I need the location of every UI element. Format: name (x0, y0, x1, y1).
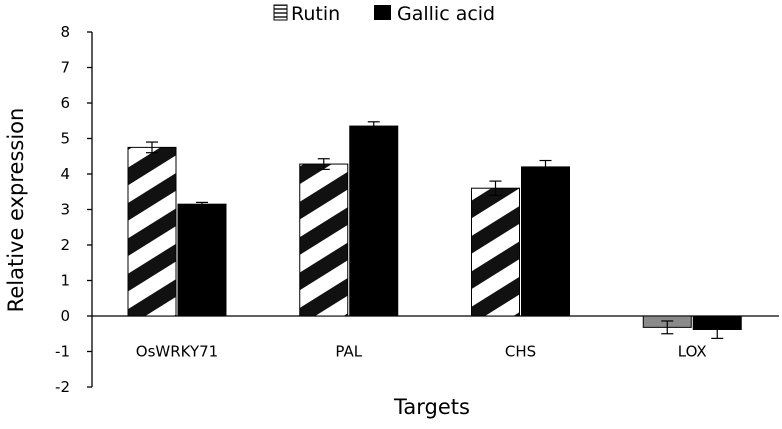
bars (127, 121, 742, 339)
bar-gallic-acid-oswrky71 (177, 203, 227, 317)
legend: Rutin Gallic acid (273, 3, 495, 25)
y-tick-label: 3 (60, 201, 70, 219)
category-label: PAL (335, 343, 362, 361)
y-tick-label: 4 (60, 165, 70, 183)
legend-swatch-gallic-acid (374, 5, 391, 20)
category-labels: OsWRKY71 PAL CHS LOX (136, 343, 707, 361)
category-label: LOX (678, 343, 707, 361)
y-tick-label: 2 (60, 236, 70, 254)
y-tick-label: 1 (60, 272, 70, 290)
bar-rutin-chs (471, 187, 520, 317)
y-axis-title: Relative expression (4, 108, 28, 313)
y-tick-label: 8 (60, 23, 70, 41)
bar-gallic-acid-chs (521, 166, 570, 317)
y-tick-label: 6 (60, 94, 70, 112)
y-tick-label: 5 (60, 130, 70, 148)
y-tick-label: -2 (55, 378, 70, 396)
y-tick-label: 7 (60, 59, 70, 77)
category-label: CHS (505, 343, 536, 361)
bar-rutin-pal (299, 163, 349, 317)
y-tick-label: -1 (55, 343, 70, 361)
bar-rutin-oswrky71 (127, 146, 177, 317)
category-label: OsWRKY71 (136, 343, 218, 361)
bar-gallic-acid-pal (349, 125, 399, 317)
legend-swatch-rutin (273, 4, 288, 21)
legend-label-rutin: Rutin (291, 3, 340, 25)
y-tick-label: 0 (60, 307, 70, 325)
x-axis-title: Targets (393, 395, 470, 419)
y-axis-ticks: -2 -1 0 1 2 3 4 5 6 7 8 (55, 23, 92, 396)
legend-label-gallic-acid: Gallic acid (397, 3, 495, 25)
